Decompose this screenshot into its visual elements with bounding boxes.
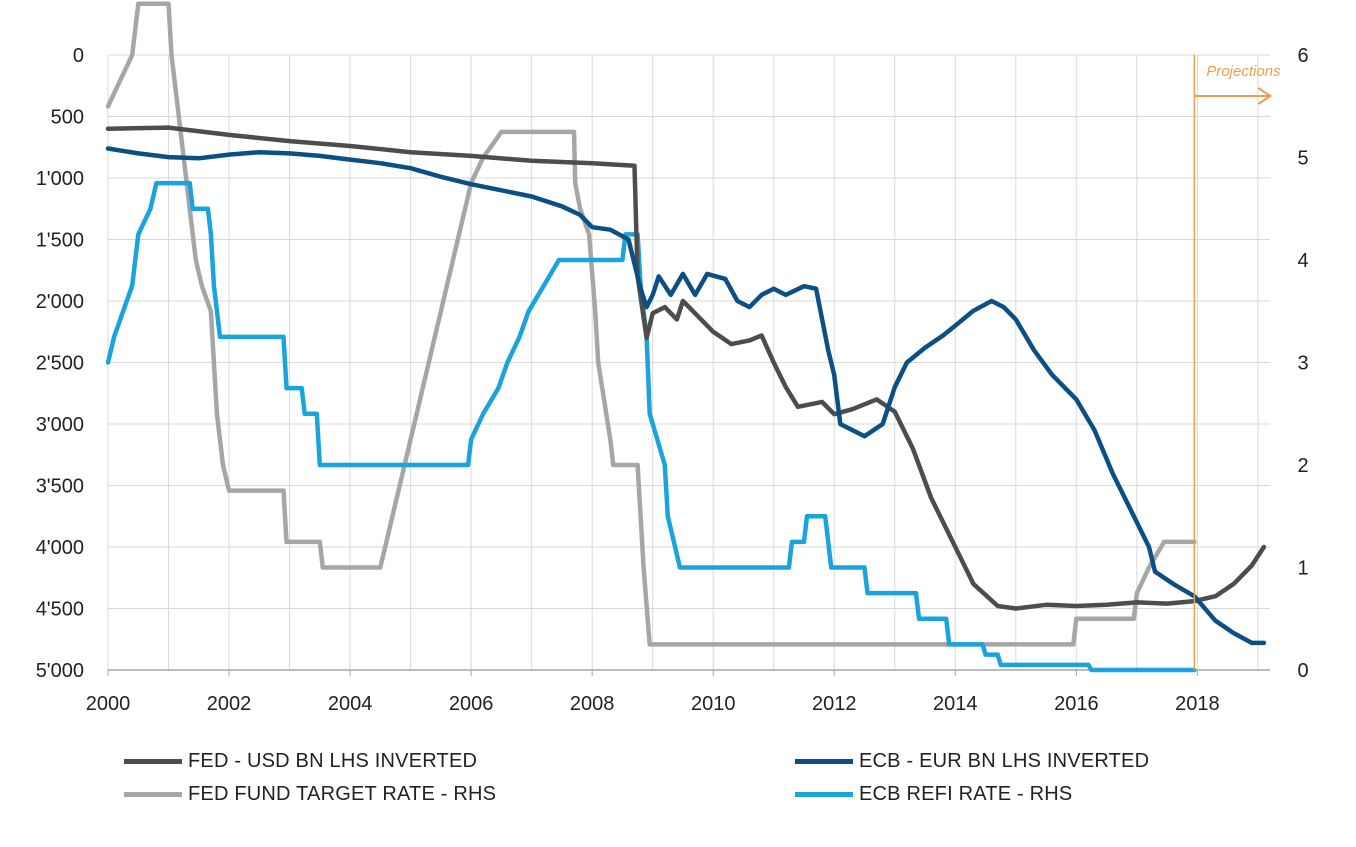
- y-left-tick-label: 3'500: [36, 476, 84, 498]
- y-left-tick-label: 0: [73, 45, 84, 67]
- x-tick-label: 2006: [449, 693, 494, 715]
- y-right-tick-label: 1: [1297, 558, 1308, 580]
- legend-label-ecb-eur: ECB - EUR BN LHS INVERTED: [859, 750, 1150, 772]
- series: [105, 1, 1267, 673]
- legend-fed-usd: FED - USD BN LHS INVERTED: [124, 750, 477, 773]
- y-left-tick-label: 4'000: [36, 537, 84, 559]
- legend-swatch-ecb-refi: [795, 792, 853, 797]
- x-tick-label: 2008: [570, 693, 615, 715]
- x-tick-label: 2014: [933, 693, 978, 715]
- legend-swatch-ecb-eur: [795, 759, 853, 764]
- y-left-tick-label: 2'500: [36, 353, 84, 375]
- legend-label-fed-rate: FED FUND TARGET RATE - RHS: [188, 783, 497, 805]
- axes: 0 500 1'000 1'500 2'000 2'500 3'000 3'500 4'000 4…: [36, 45, 1309, 715]
- projections-arrow-head: [1257, 87, 1273, 105]
- y-right-tick-label: 4: [1297, 250, 1308, 272]
- projections-annotation: Projections: [1193, 55, 1281, 670]
- series-line-2: [105, 1, 1197, 647]
- series-line-3: [105, 180, 1197, 673]
- y-left-tick-label: 5'000: [36, 660, 84, 682]
- y-right-tick-label: 5: [1297, 148, 1308, 170]
- legend-swatch-fed-rate: [124, 792, 182, 797]
- x-tick-label: 2000: [86, 693, 131, 715]
- y-right-tick-label: 2: [1297, 455, 1308, 477]
- y-left-tick-label: 1'500: [36, 230, 84, 252]
- series-line-0: [105, 125, 1267, 611]
- y-left-tick-label: 1'000: [36, 168, 84, 190]
- x-tick-label: 2018: [1175, 693, 1220, 715]
- x-tick-label: 2010: [691, 693, 736, 715]
- legend-label-ecb-refi: ECB REFI RATE - RHS: [859, 783, 1073, 805]
- x-tick-label: 2016: [1054, 693, 1099, 715]
- legend-ecb-refi: ECB REFI RATE - RHS: [795, 783, 1072, 806]
- y-right-tick-label: 6: [1297, 45, 1308, 67]
- y-left-tick-label: 4'500: [36, 599, 84, 621]
- y-right-tick-label: 3: [1297, 353, 1308, 375]
- legend-swatch-fed-usd: [124, 759, 182, 764]
- projections-label: Projections: [1206, 63, 1281, 80]
- y-left-tick-label: 500: [51, 107, 84, 129]
- legend-label-fed-usd: FED - USD BN LHS INVERTED: [188, 750, 478, 772]
- y-right-tick-label: 0: [1297, 660, 1308, 682]
- x-tick-label: 2012: [812, 693, 857, 715]
- y-left-tick-label: 2'000: [36, 291, 84, 313]
- x-tick-label: 2002: [207, 693, 252, 715]
- x-tick-label: 2004: [328, 693, 373, 715]
- series-line-1: [105, 146, 1267, 646]
- legend-fed-rate: FED FUND TARGET RATE - RHS: [124, 783, 496, 806]
- legend-ecb-eur: ECB - EUR BN LHS INVERTED: [795, 750, 1149, 773]
- grid: [107, 54, 1270, 670]
- y-left-tick-label: 3'000: [36, 414, 84, 436]
